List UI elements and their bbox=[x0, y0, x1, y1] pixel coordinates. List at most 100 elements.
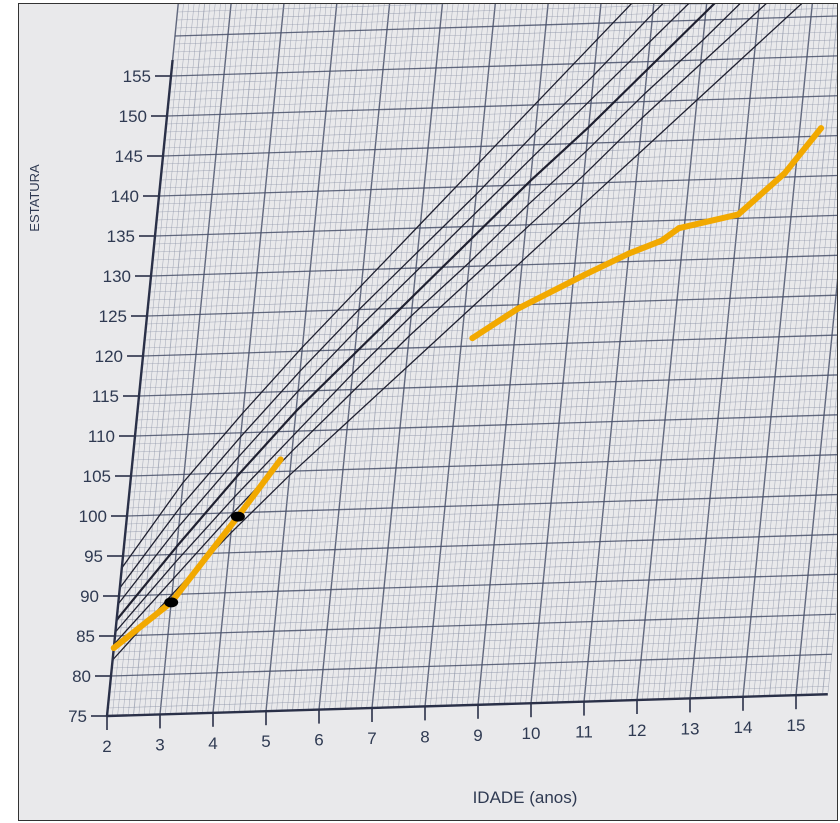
y-tick-label: 140 bbox=[111, 187, 139, 206]
grid-line-horizontal bbox=[172, 37, 837, 61]
reference-curve bbox=[121, 4, 834, 569]
grid-line-horizontal bbox=[147, 285, 837, 309]
patient-height-point bbox=[675, 225, 682, 232]
grid-line-horizontal bbox=[133, 429, 837, 453]
grid-line-horizontal bbox=[141, 349, 837, 373]
grid-line-horizontal bbox=[161, 149, 837, 173]
patient-height-point bbox=[469, 335, 476, 342]
grid-line-horizontal bbox=[131, 445, 837, 469]
grid-line-horizontal bbox=[168, 77, 837, 101]
x-tick-label: 14 bbox=[734, 718, 753, 737]
y-tick-label: 90 bbox=[80, 587, 99, 606]
grid-line-horizontal bbox=[134, 413, 837, 437]
x-tick-label: 13 bbox=[681, 719, 700, 738]
grid-line-horizontal bbox=[173, 29, 837, 53]
grid-line-horizontal bbox=[129, 469, 837, 493]
grid-line-horizontal bbox=[126, 493, 837, 517]
grid-line-horizontal bbox=[174, 13, 837, 37]
grid-line-horizontal bbox=[130, 453, 837, 477]
grid-line-horizontal bbox=[138, 381, 837, 405]
axes bbox=[91, 59, 828, 730]
grid-line-horizontal bbox=[111, 645, 833, 669]
x-axis-line bbox=[106, 693, 828, 718]
x-tick-label: 9 bbox=[473, 726, 482, 745]
grid-line-horizontal bbox=[145, 309, 837, 333]
x-tick-label: 10 bbox=[522, 724, 541, 743]
reference-curve bbox=[117, 4, 827, 605]
grid-line-horizontal bbox=[151, 245, 837, 269]
marked-points bbox=[164, 511, 245, 608]
grid-line-horizontal bbox=[110, 661, 832, 685]
reference-curve bbox=[119, 4, 830, 589]
grid-line-horizontal bbox=[170, 61, 837, 85]
y-tick-label: 125 bbox=[99, 307, 127, 326]
y-tick-label: 155 bbox=[123, 67, 151, 86]
y-tick-label: 115 bbox=[92, 387, 119, 406]
y-tick-label: 145 bbox=[115, 147, 143, 166]
grid-line-horizontal bbox=[109, 669, 831, 693]
grid-line-horizontal bbox=[153, 229, 837, 253]
y-tick-label: 100 bbox=[79, 507, 107, 526]
patient-height-series bbox=[110, 456, 284, 651]
grid-line-horizontal bbox=[166, 93, 837, 117]
y-tick-label: 120 bbox=[95, 347, 123, 366]
grid-line-horizontal bbox=[163, 125, 837, 149]
grid-line-horizontal bbox=[120, 557, 837, 581]
grid-line-horizontal bbox=[136, 397, 837, 421]
patient-height-point bbox=[735, 211, 742, 218]
grid-line-horizontal bbox=[118, 573, 837, 597]
y-tick-label: 85 bbox=[76, 627, 95, 646]
grid-line-horizontal bbox=[149, 269, 837, 293]
grid-line-horizontal bbox=[170, 53, 837, 77]
grid-line-horizontal bbox=[112, 637, 834, 661]
grid-line-horizontal bbox=[150, 253, 837, 277]
x-tick-label: 12 bbox=[628, 721, 647, 740]
y-tick-label: 95 bbox=[84, 547, 103, 566]
grid-line-horizontal bbox=[150, 261, 837, 285]
patient-height-point bbox=[625, 250, 632, 257]
grid-line-horizontal bbox=[122, 541, 837, 565]
y-axis-line bbox=[105, 59, 174, 717]
grid-line-horizontal bbox=[121, 549, 837, 573]
tick-labels: 7580859095100105110115120125130135140145… bbox=[68, 67, 805, 756]
grid-line-horizontal bbox=[142, 341, 837, 365]
grid-line-horizontal bbox=[165, 109, 837, 133]
patient-height-point bbox=[514, 305, 521, 312]
grid-line-horizontal bbox=[110, 653, 832, 677]
grid-line-horizontal bbox=[174, 21, 837, 45]
grid-line-horizontal bbox=[119, 565, 837, 589]
grid-line-horizontal bbox=[167, 85, 837, 109]
grid-line-horizontal bbox=[107, 685, 829, 709]
reference-curves bbox=[112, 4, 834, 661]
grid-line-horizontal bbox=[164, 117, 837, 141]
x-axis-title: IDADE (anos) bbox=[473, 788, 578, 807]
grid-line-horizontal bbox=[117, 589, 837, 613]
patient-height-point bbox=[658, 237, 665, 244]
patient-height-point bbox=[581, 271, 588, 278]
grid-line-horizontal bbox=[115, 605, 837, 629]
y-tick-label: 110 bbox=[88, 427, 115, 446]
grid-line-horizontal bbox=[118, 581, 837, 605]
grid-line-horizontal bbox=[114, 613, 836, 637]
y-tick-label: 80 bbox=[72, 667, 91, 686]
grid-line-horizontal bbox=[125, 509, 837, 533]
grid-line-horizontal bbox=[177, 4, 837, 13]
grid-line-horizontal bbox=[169, 69, 837, 93]
x-tick-label: 6 bbox=[314, 731, 323, 750]
grid-line-horizontal bbox=[148, 277, 837, 301]
grid-line-horizontal bbox=[176, 4, 837, 21]
patient-height-point bbox=[781, 170, 788, 177]
reference-curve bbox=[115, 4, 824, 621]
grid-line-horizontal bbox=[162, 141, 837, 165]
grid-line-horizontal bbox=[144, 317, 837, 341]
y-tick-label: 150 bbox=[119, 107, 147, 126]
x-tick-label: 4 bbox=[208, 734, 217, 753]
grid-line-horizontal bbox=[123, 525, 837, 549]
y-tick-label: 135 bbox=[107, 227, 135, 246]
grid-line-horizontal bbox=[139, 365, 837, 389]
grid-line-horizontal bbox=[126, 501, 837, 525]
growth-chart: 7580859095100105110115120125130135140145… bbox=[19, 4, 837, 820]
patient-height-point bbox=[818, 125, 824, 132]
grid-line-horizontal bbox=[175, 5, 837, 29]
growth-chart-photo: 75 80 85 90 95 100 105 110 115 120 125 130 135 140 145… bbox=[18, 3, 838, 821]
